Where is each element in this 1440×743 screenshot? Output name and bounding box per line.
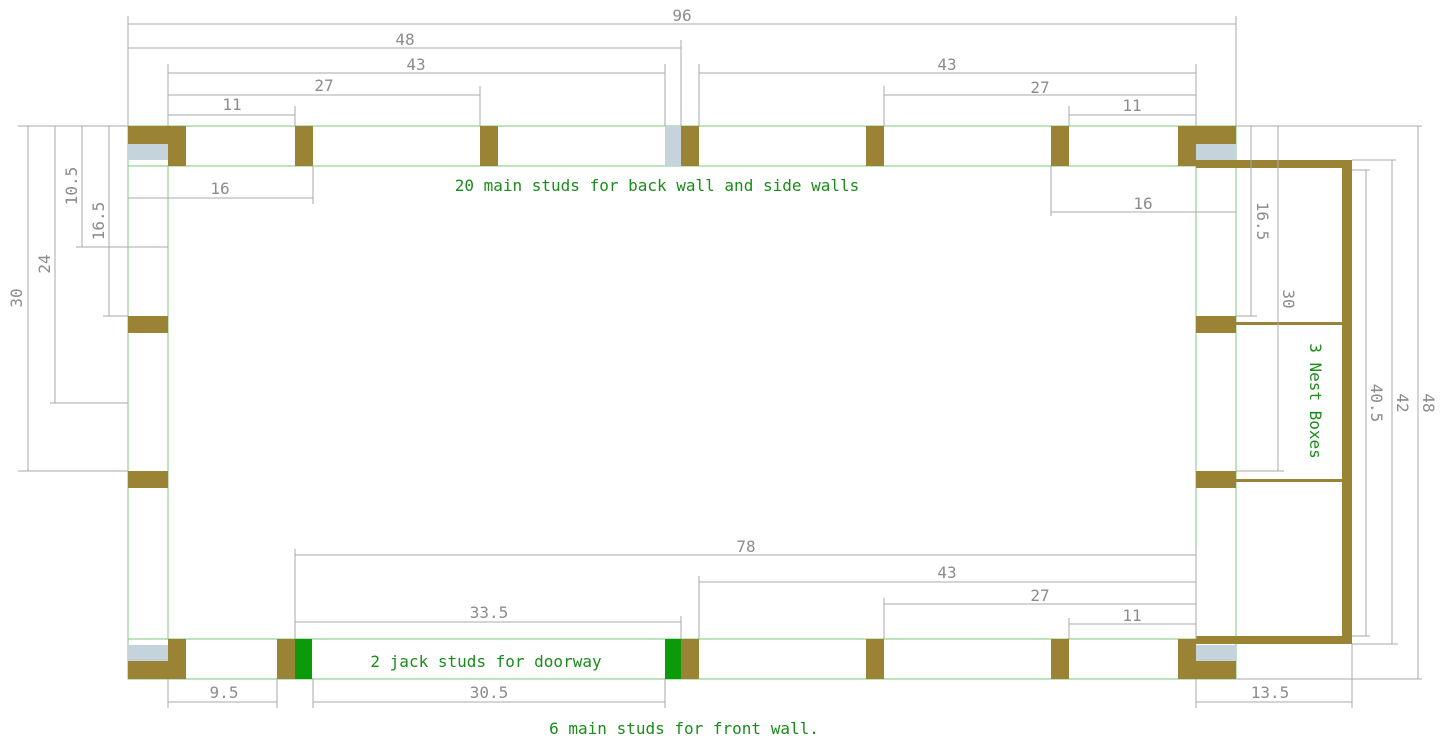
corner-plate-bottom-left	[128, 645, 168, 661]
dim-right-16-5: 16.5	[1253, 202, 1272, 241]
stud	[1178, 126, 1196, 166]
dim-left-30: 30	[7, 288, 26, 307]
stud	[681, 639, 699, 679]
dim-bottom-11: 11	[1122, 606, 1141, 625]
dim-bottom-33-5: 33.5	[470, 603, 509, 622]
dim-left-24: 24	[35, 254, 54, 273]
jack-stud-right	[665, 639, 681, 679]
dim-right-40-5: 40.5	[1367, 384, 1386, 423]
stud	[1196, 471, 1236, 488]
wall-outlines	[127, 125, 1237, 680]
note-front-wall: 6 main studs for front wall.	[549, 719, 819, 738]
corner-plate-top-right	[1196, 144, 1236, 160]
corner-plate-top-left	[128, 144, 168, 160]
dim-left-16-5: 16.5	[89, 202, 108, 241]
jack-studs	[295, 639, 681, 679]
stud	[1051, 126, 1069, 166]
dim-top-27-left: 27	[314, 76, 333, 95]
stud	[681, 126, 699, 166]
stud	[1196, 661, 1236, 679]
dim-bottom-78: 78	[736, 537, 755, 556]
nest-box-divider-2	[1236, 479, 1342, 482]
nest-box-bottom-rail	[1196, 636, 1352, 644]
left-wall-outline	[127, 165, 169, 640]
dimension-lines	[18, 16, 1422, 708]
note-jack-studs: 2 jack studs for doorway	[370, 652, 602, 671]
dim-left-10-5: 10.5	[62, 167, 81, 206]
dim-top-48: 48	[395, 30, 414, 49]
jack-stud-left	[295, 639, 312, 679]
front-wall-studs	[128, 639, 1236, 679]
stud	[480, 126, 498, 166]
dim-right-16: 16	[1133, 194, 1152, 213]
stud	[168, 126, 186, 166]
dimension-labels: 96 48 43 43 27 27 11 11 16 16 30 24 10.5…	[7, 6, 1438, 702]
nest-box-top-rail	[1196, 160, 1352, 168]
dim-top-27-right: 27	[1030, 78, 1049, 97]
side-wall-studs	[128, 316, 1236, 488]
corner-plates	[128, 126, 1236, 661]
dim-bottom-27: 27	[1030, 586, 1049, 605]
dim-bottom-30-5: 30.5	[470, 683, 509, 702]
stud	[128, 316, 168, 333]
note-nest-boxes: 3 Nest Boxes	[1306, 343, 1325, 459]
dim-top-96: 96	[672, 6, 691, 25]
stud	[295, 126, 313, 166]
dim-bottom-13-5: 13.5	[1251, 683, 1290, 702]
stud	[866, 639, 884, 679]
corner-plate-bottom-right	[1196, 645, 1236, 661]
dim-bottom-9-5: 9.5	[210, 683, 239, 702]
note-back-wall: 20 main studs for back wall and side wal…	[455, 176, 860, 195]
stud	[1178, 639, 1196, 679]
dim-right-30: 30	[1279, 289, 1298, 308]
stud	[1196, 126, 1236, 144]
notes: 20 main studs for back wall and side wal…	[370, 176, 1325, 738]
nest-box-divider-1	[1236, 322, 1342, 325]
stud	[128, 661, 168, 679]
stud	[128, 126, 168, 144]
stud	[866, 126, 884, 166]
nest-box-frame	[1196, 160, 1352, 644]
nest-box-outer-rail	[1342, 160, 1352, 644]
dim-left-16: 16	[210, 179, 229, 198]
dim-top-43-left: 43	[406, 55, 425, 74]
back-wall-studs	[128, 126, 1236, 166]
dim-top-11-right: 11	[1122, 96, 1141, 115]
stud	[168, 639, 186, 679]
stud	[128, 471, 168, 488]
stud	[1051, 639, 1069, 679]
dim-top-11-left: 11	[222, 95, 241, 114]
dim-right-48: 48	[1419, 393, 1438, 412]
stud	[1196, 316, 1236, 333]
right-wall-outline	[1195, 165, 1237, 640]
dim-right-42: 42	[1393, 393, 1412, 412]
center-plate-top	[665, 126, 681, 166]
dim-bottom-43: 43	[937, 563, 956, 582]
dim-top-43-right: 43	[937, 55, 956, 74]
stud	[277, 639, 295, 679]
